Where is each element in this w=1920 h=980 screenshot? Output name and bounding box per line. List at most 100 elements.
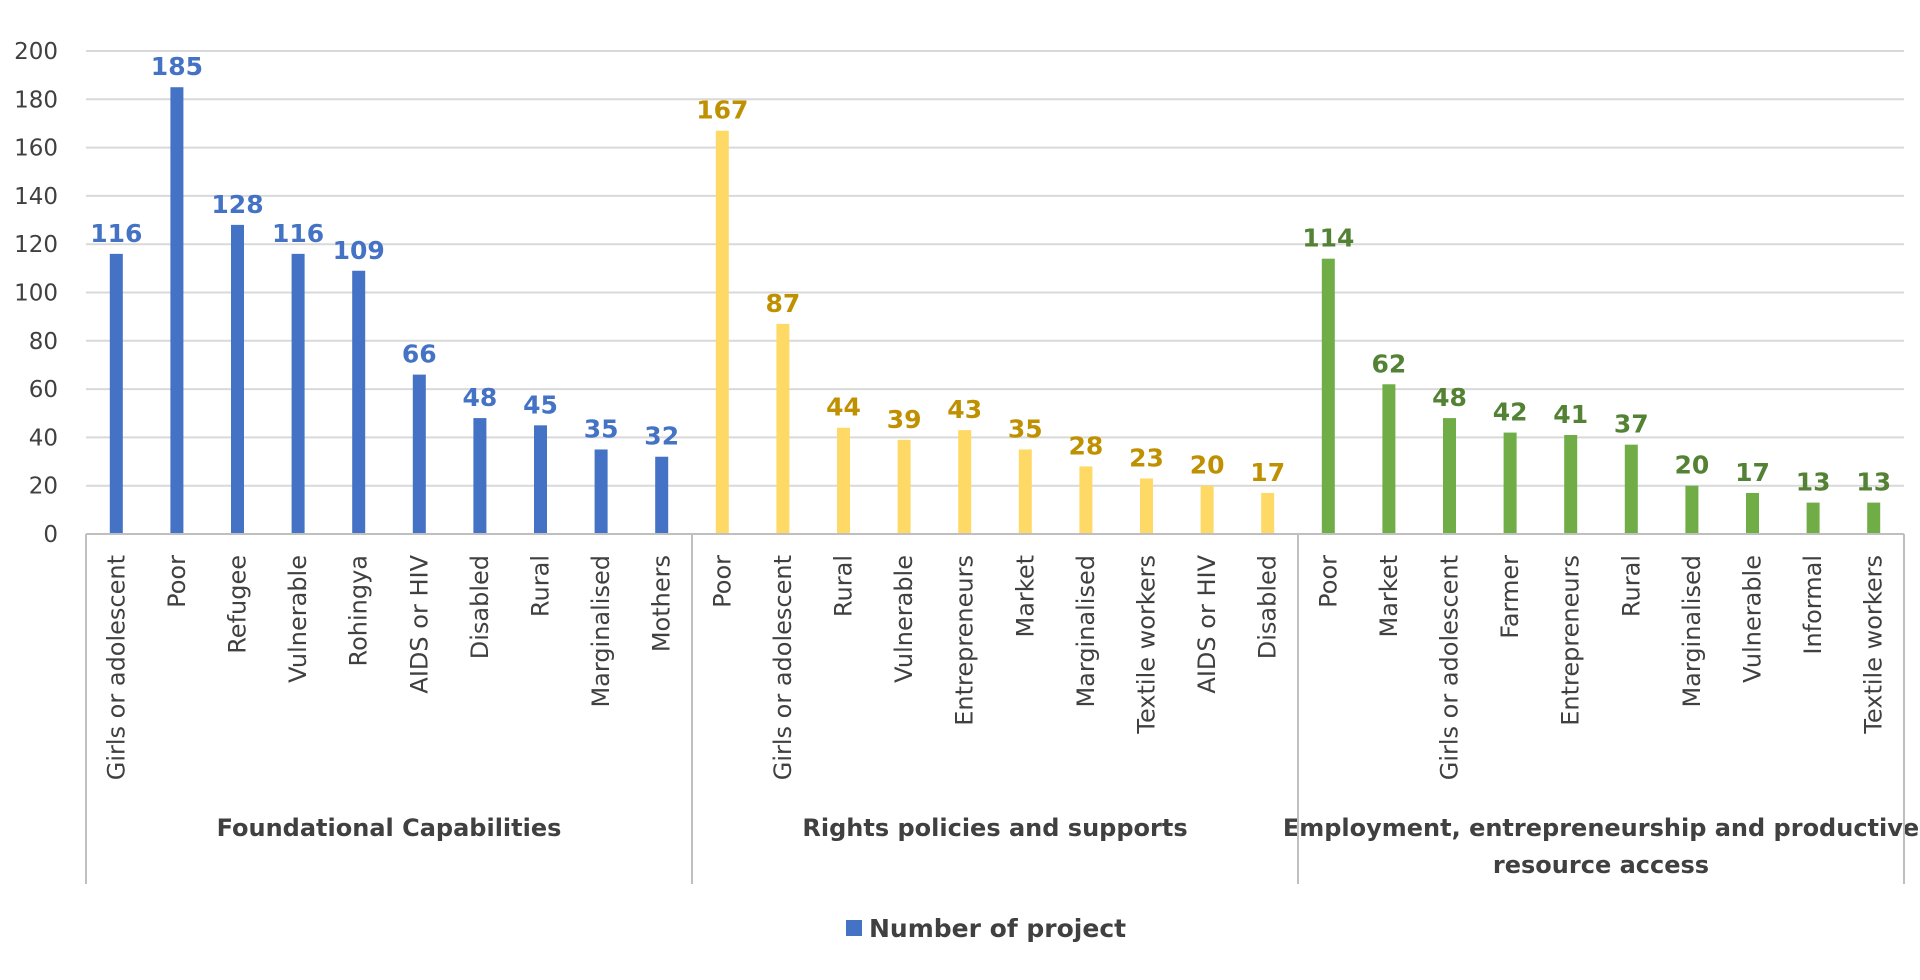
y-tick-label: 40 xyxy=(29,425,58,451)
bar xyxy=(594,449,608,534)
x-tick-label: Poor xyxy=(708,555,736,608)
data-label: 17 xyxy=(1250,458,1285,487)
bar xyxy=(1503,432,1517,534)
group-label: Foundational Capabilities xyxy=(217,814,562,842)
data-label: 44 xyxy=(826,393,861,422)
data-label: 43 xyxy=(947,395,982,424)
bar xyxy=(1867,502,1881,534)
data-label: 114 xyxy=(1302,224,1354,253)
bar xyxy=(352,270,366,534)
x-tick-label: Girls or adolescent xyxy=(1436,555,1464,780)
gridlines xyxy=(86,50,1904,487)
bar xyxy=(231,224,244,534)
x-tick-label: Market xyxy=(1011,555,1039,638)
data-label: 20 xyxy=(1675,451,1710,480)
x-tick-label: Vulnerable xyxy=(284,555,312,683)
data-label: 39 xyxy=(887,405,922,434)
y-tick-label: 120 xyxy=(14,232,58,258)
data-label: 66 xyxy=(402,340,437,369)
x-tick-label: Marginalised xyxy=(1678,555,1706,708)
x-tick-label: Vulnerable xyxy=(890,555,918,683)
data-label: 32 xyxy=(644,422,679,451)
bar xyxy=(170,87,184,534)
data-label: 17 xyxy=(1735,458,1770,487)
data-label: 35 xyxy=(584,414,619,443)
y-tick-label: 100 xyxy=(14,281,58,307)
x-tick-label: Girls or adolescent xyxy=(769,555,797,780)
x-tick-label: AIDS or HIV xyxy=(1193,554,1221,693)
data-label: 109 xyxy=(333,236,385,265)
data-label: 28 xyxy=(1069,431,1104,460)
data-label: 35 xyxy=(1008,414,1043,443)
legend-swatch xyxy=(846,920,862,936)
data-label: 116 xyxy=(272,219,324,248)
bar xyxy=(958,430,972,534)
bar xyxy=(837,427,850,534)
x-tick-label: Entrepreneurs xyxy=(951,555,979,726)
bar xyxy=(291,253,305,535)
data-label: 45 xyxy=(523,390,558,419)
x-tick-label: Rural xyxy=(527,555,555,617)
bar xyxy=(715,130,729,534)
y-tick-label: 0 xyxy=(43,522,58,548)
data-label: 62 xyxy=(1372,349,1407,378)
x-tick-label: Textile workers xyxy=(1860,555,1888,735)
x-tick-label: Entrepreneurs xyxy=(1557,555,1585,726)
bar xyxy=(1261,492,1275,534)
legend: Number of project xyxy=(846,914,1126,943)
data-label: 128 xyxy=(211,190,263,219)
bar xyxy=(1200,485,1214,534)
y-tick-label: 20 xyxy=(29,474,58,500)
y-tick-label: 160 xyxy=(14,136,58,162)
axes: 0 20 40 60 80 100 120 140 160 180 200 Girls or adol… xyxy=(14,39,1919,884)
data-label: 167 xyxy=(696,96,748,125)
bar xyxy=(1746,492,1759,534)
bar xyxy=(1321,258,1335,534)
data-label: 13 xyxy=(1796,468,1831,497)
bar xyxy=(776,323,790,534)
x-tick-label: Marginalised xyxy=(587,555,615,708)
bar xyxy=(1140,478,1153,534)
x-tick-label: Vulnerable xyxy=(1739,555,1767,683)
x-tick-label: AIDS or HIV xyxy=(405,554,433,693)
bar xyxy=(109,253,123,535)
x-tick-label: Disabled xyxy=(1254,555,1282,659)
bar xyxy=(473,418,487,534)
x-tick-label: Market xyxy=(1375,555,1403,638)
x-tick-label: Poor xyxy=(1314,555,1342,608)
data-label: 41 xyxy=(1553,400,1588,429)
data-label: 48 xyxy=(463,383,498,412)
bar xyxy=(1443,418,1456,534)
bar xyxy=(1564,434,1578,534)
data-label: 23 xyxy=(1129,443,1164,472)
data-label: 48 xyxy=(1432,383,1467,412)
bar xyxy=(1382,384,1396,534)
x-tick-label: Marginalised xyxy=(1072,555,1100,708)
bar xyxy=(1018,449,1032,534)
data-label: 20 xyxy=(1190,451,1225,480)
data-label: 13 xyxy=(1856,468,1891,497)
data-label: 42 xyxy=(1493,398,1528,427)
y-tick-label: 60 xyxy=(29,377,58,403)
data-label: 87 xyxy=(766,289,801,318)
bar xyxy=(1624,444,1638,534)
bar xyxy=(655,456,669,534)
bars xyxy=(109,87,1881,535)
bar xyxy=(1079,466,1093,534)
bar xyxy=(897,439,911,534)
data-labels: 116 185 128 116 109 66 48 45 35 32 167 87 44 39 43 35 28… xyxy=(90,52,1891,496)
x-tick-label: Refugee xyxy=(224,555,252,654)
x-tick-label: Informal xyxy=(1799,555,1827,655)
y-tick-label: 200 xyxy=(14,39,58,65)
y-tick-label: 80 xyxy=(29,329,58,355)
y-tick-label: 180 xyxy=(14,87,58,113)
group-label: Employment, entrepreneurship and product… xyxy=(1283,814,1919,842)
bar xyxy=(1685,485,1699,534)
bar xyxy=(1806,502,1820,534)
x-tick-label: Farmer xyxy=(1496,555,1524,639)
bar xyxy=(412,374,426,534)
bar xyxy=(534,425,547,534)
group-label: Rights policies and supports xyxy=(802,814,1187,842)
x-tick-label: Rural xyxy=(1617,555,1645,617)
